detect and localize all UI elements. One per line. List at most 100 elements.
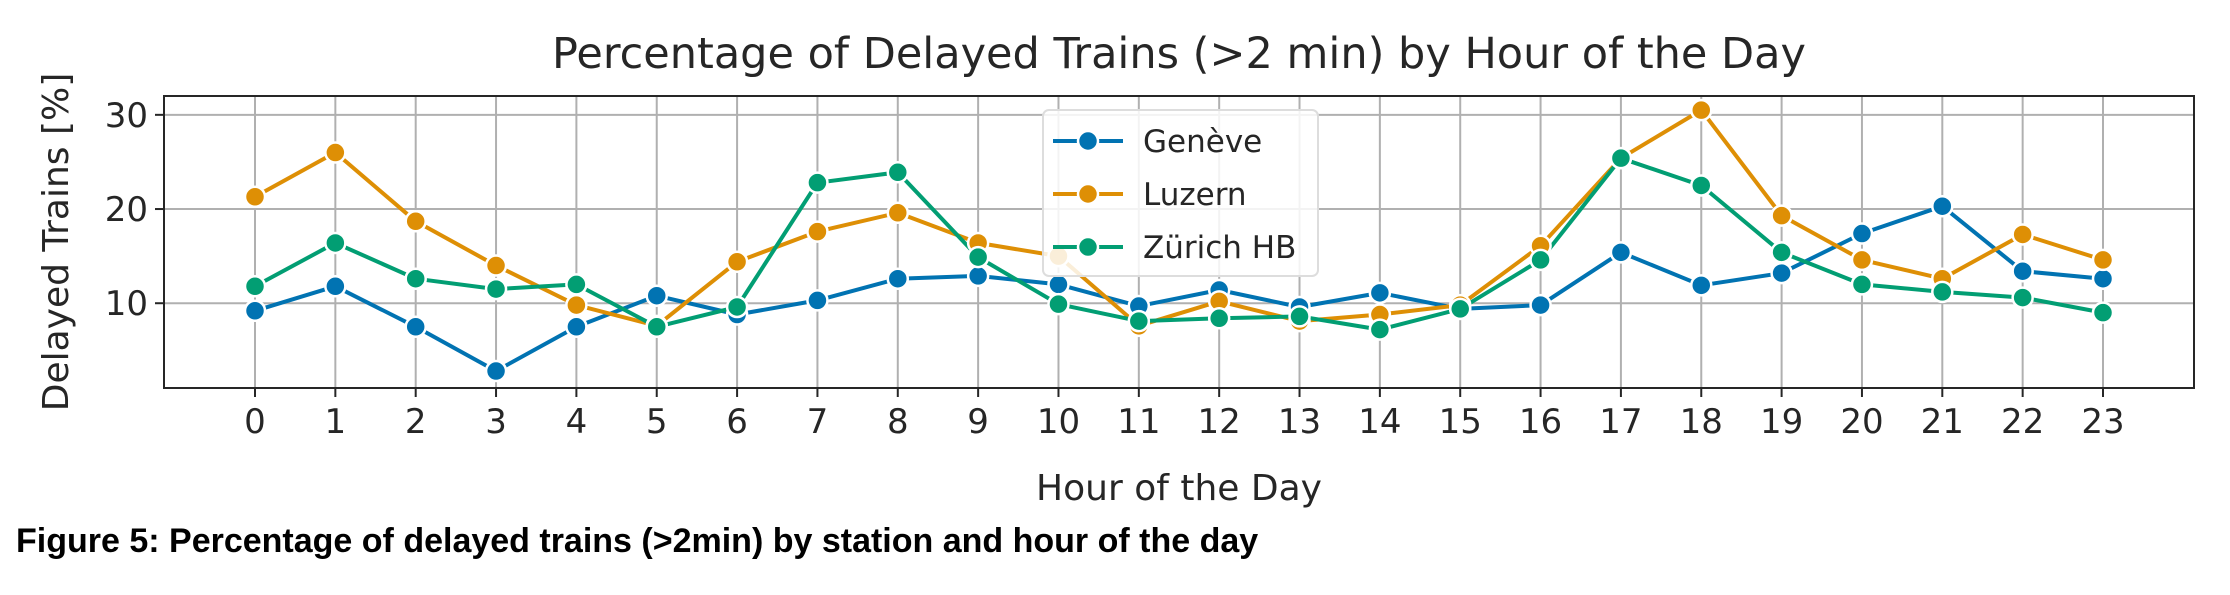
data-point xyxy=(565,273,588,296)
data-point xyxy=(1609,146,1633,170)
data-point xyxy=(1850,248,1874,272)
data-point xyxy=(2091,301,2115,324)
data-point xyxy=(806,171,829,194)
data-point xyxy=(645,284,668,307)
figure-caption: Figure 5: Percentage of delayed trains (… xyxy=(16,522,1259,560)
data-point xyxy=(565,293,588,317)
series-points xyxy=(243,98,2115,383)
series-lines xyxy=(254,108,2104,373)
x-tick-label: 6 xyxy=(726,402,748,442)
data-point xyxy=(1127,309,1151,333)
chart-title: Percentage of Delayed Trains (>2 min) by… xyxy=(552,29,1806,79)
x-tick-label: 1 xyxy=(325,402,347,442)
data-point xyxy=(1368,281,1392,305)
legend-label: Zürich HB xyxy=(1143,230,1296,266)
axis-ticks: 0 1 2 3 4 5 6 7 8 9 10 11 12 13 14 15 16 17 18 19 20 21 22 2310… xyxy=(105,96,2125,442)
x-tick-label: 15 xyxy=(1439,402,1482,442)
data-point xyxy=(806,289,829,312)
data-point xyxy=(243,299,267,323)
x-tick-label: 19 xyxy=(1760,402,1803,442)
legend-swatch-marker xyxy=(1076,182,1100,206)
legend-label: Luzern xyxy=(1143,177,1247,213)
data-point xyxy=(1529,248,1552,272)
data-point xyxy=(1529,293,1552,317)
x-tick-label: 17 xyxy=(1599,402,1642,442)
data-point xyxy=(243,275,267,298)
legend: Genève Luzern Zürich HB xyxy=(1042,109,1319,277)
x-tick-label: 11 xyxy=(1117,402,1160,442)
data-point xyxy=(1770,204,1793,227)
legend-swatch-marker xyxy=(1076,235,1100,259)
legend-label: Genève xyxy=(1143,124,1262,160)
data-point xyxy=(886,267,910,290)
data-point xyxy=(1770,261,1793,285)
x-tick-label: 23 xyxy=(2081,402,2124,442)
data-point xyxy=(1207,307,1231,330)
legend-swatch-marker xyxy=(1076,129,1100,153)
data-point xyxy=(565,315,588,339)
data-point xyxy=(404,267,427,290)
data-point xyxy=(404,315,427,339)
data-point xyxy=(484,359,508,383)
x-tick-label: 8 xyxy=(887,402,909,442)
x-tick-label: 9 xyxy=(967,402,989,442)
x-tick-label: 3 xyxy=(485,402,507,442)
y-tick-label: 20 xyxy=(105,190,148,230)
data-point xyxy=(725,250,749,274)
data-point xyxy=(1931,194,1954,218)
plot-frame xyxy=(163,95,2195,389)
data-point xyxy=(1931,280,1954,304)
x-tick-label: 4 xyxy=(566,402,588,442)
data-point xyxy=(1690,174,1713,197)
x-tick-label: 2 xyxy=(405,402,427,442)
series-line-1 xyxy=(254,108,2104,328)
y-tick-label: 30 xyxy=(105,96,148,136)
data-point xyxy=(2011,223,2034,246)
x-tick-label: 16 xyxy=(1519,402,1562,442)
data-point xyxy=(806,220,829,243)
data-point xyxy=(1690,274,1713,297)
data-point xyxy=(886,201,910,225)
data-point xyxy=(1047,273,1070,296)
data-point xyxy=(2091,267,2115,290)
data-point xyxy=(1368,318,1392,341)
data-point xyxy=(324,275,347,298)
data-point xyxy=(2011,286,2034,309)
data-point xyxy=(1288,305,1311,328)
data-point xyxy=(324,141,347,164)
y-axis-label: Delayed Trains [%] xyxy=(36,73,77,412)
data-point xyxy=(1609,241,1633,264)
data-point xyxy=(2091,248,2115,272)
y-tick-label: 10 xyxy=(105,284,148,324)
legend-box xyxy=(1042,109,1319,277)
x-tick-label: 12 xyxy=(1198,402,1241,442)
data-point xyxy=(1690,98,1713,122)
data-point xyxy=(966,264,990,288)
line-chart: 0 1 2 3 4 5 6 7 8 9 10 11 12 13 14 15 16 17 18 19 20 21 22 2310… xyxy=(36,29,2195,509)
data-point xyxy=(2011,259,2034,283)
x-tick-label: 18 xyxy=(1680,402,1723,442)
x-tick-label: 5 xyxy=(646,402,668,442)
series-line-0 xyxy=(254,204,2104,373)
x-tick-label: 7 xyxy=(807,402,829,442)
data-point xyxy=(645,315,668,339)
x-tick-label: 21 xyxy=(1921,402,1964,442)
x-tick-label: 14 xyxy=(1358,402,1401,442)
data-point xyxy=(1850,222,1874,245)
x-tick-label: 10 xyxy=(1037,402,1080,442)
data-point xyxy=(886,161,910,184)
x-axis-label: Hour of the Day xyxy=(1036,468,1322,509)
x-tick-label: 0 xyxy=(244,402,266,442)
data-point xyxy=(725,295,749,319)
x-tick-label: 20 xyxy=(1840,402,1883,442)
data-point xyxy=(1047,292,1070,316)
data-point xyxy=(966,245,990,269)
data-point xyxy=(404,210,427,233)
data-point xyxy=(1448,297,1472,321)
x-tick-label: 22 xyxy=(2001,402,2044,442)
data-point xyxy=(484,254,508,277)
data-point xyxy=(243,185,267,209)
series-line-2 xyxy=(254,156,2104,332)
data-point xyxy=(1850,273,1874,296)
data-point xyxy=(1770,241,1793,264)
